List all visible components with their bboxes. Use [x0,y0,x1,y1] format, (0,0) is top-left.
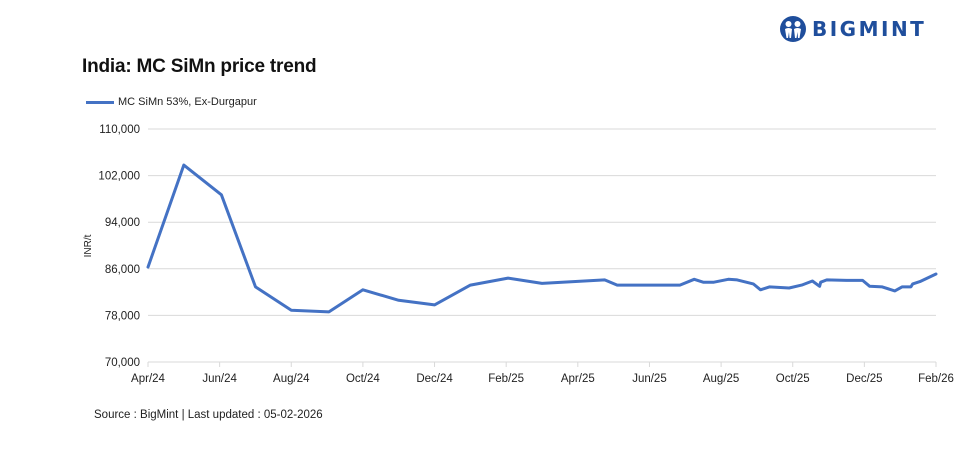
x-tick-label: Oct/25 [776,373,810,385]
legend-label: MC SiMn 53%, Ex-Durgapur [118,96,257,108]
y-tick-label: 86,000 [105,264,140,276]
x-tick-label: Aug/24 [273,373,310,385]
x-tick-label: Dec/24 [416,373,453,385]
legend-swatch [86,100,114,104]
x-tick-label: Apr/25 [561,373,595,385]
x-tick-label: Dec/25 [846,373,882,385]
y-axis-ticks: 70,000 78,000 86,000 94,000 102,000 110,000 [98,124,140,369]
people-circle-icon [780,16,806,42]
x-tick-label: Oct/24 [346,373,380,385]
y-tick-label: 94,000 [105,217,140,229]
y-tick-label: 70,000 [105,357,140,369]
x-tick-label: Feb/25 [488,373,524,385]
y-axis-label: INR/t [83,234,94,257]
x-tick-label: Apr/24 [131,373,165,385]
gridlines [148,128,936,363]
source-note: Source : BigMint | Last updated : 05-02-… [94,409,323,421]
y-tick-label: 102,000 [98,171,140,183]
chart-title: India: MC SiMn price trend [82,56,317,77]
chart-legend: MC SiMn 53%, Ex-Durgapur [86,96,257,108]
y-tick-label: 110,000 [99,124,140,136]
x-axis-ticks: Apr/24 Jun/24 Aug/24 Oct/24 Dec/24 Feb/25 Apr/… [131,362,954,385]
x-tick-label: Aug/25 [703,373,739,385]
y-tick-label: 78,000 [105,310,140,322]
x-tick-label: Jun/25 [632,373,667,385]
x-tick-label: Jun/24 [202,373,237,385]
brand-logo: BIGMINT [780,16,926,42]
x-tick-label: Feb/26 [918,373,954,385]
brand-name: BIGMINT [812,17,927,41]
series-line-mc-simn [146,163,938,314]
